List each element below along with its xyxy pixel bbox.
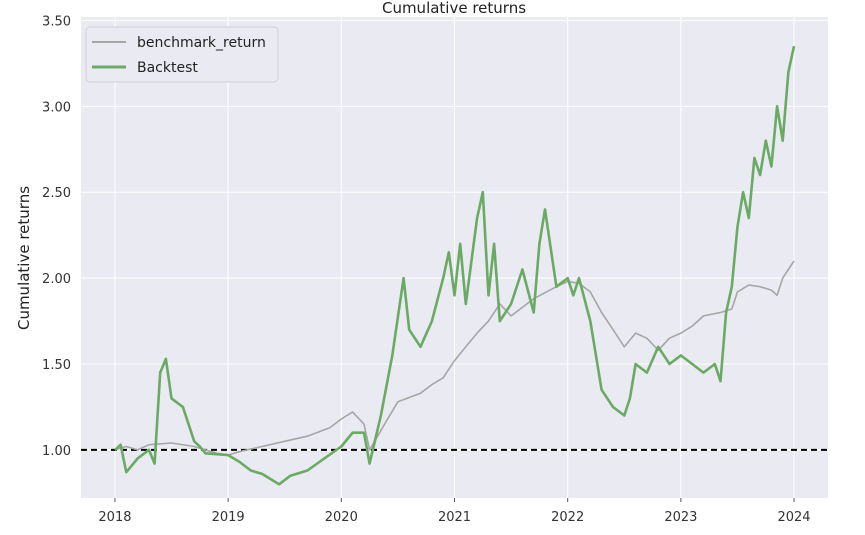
x-tick-label: 2018 (98, 510, 131, 525)
series-group (114, 45, 796, 486)
x-tick-label: 2022 (551, 510, 584, 525)
benchmark-return-line (114, 260, 795, 456)
backtest-line (114, 45, 796, 486)
y-axis-label: Cumulative returns (15, 186, 33, 330)
legend-box (85, 26, 279, 83)
y-tick-label: 3.00 (42, 100, 71, 115)
legend-benchmark-label: benchmark_return (137, 35, 266, 51)
y-tick-label: 2.00 (42, 272, 71, 287)
y-axis-ticks: 1.00 1.50 2.00 2.50 3.00 3.50 (42, 14, 71, 458)
legend: benchmark_return Backtest (85, 26, 279, 83)
x-tick-label: 2024 (777, 510, 810, 525)
y-tick-label: 1.50 (42, 358, 71, 373)
x-tick-label: 2021 (438, 510, 471, 525)
x-tick-label: 2023 (664, 510, 697, 525)
y-tick-label: 3.50 (42, 14, 71, 29)
y-tick-label: 1.00 (42, 444, 71, 459)
x-tick-label: 2020 (325, 510, 358, 525)
x-axis-ticks: 2018 2019 2020 2021 2022 2023 2024 (98, 498, 811, 525)
x-tick-label: 2019 (212, 510, 245, 525)
y-tick-label: 2.50 (42, 186, 71, 201)
legend-backtest-label: Backtest (137, 60, 198, 76)
chart-title: Cumulative returns (382, 0, 526, 17)
